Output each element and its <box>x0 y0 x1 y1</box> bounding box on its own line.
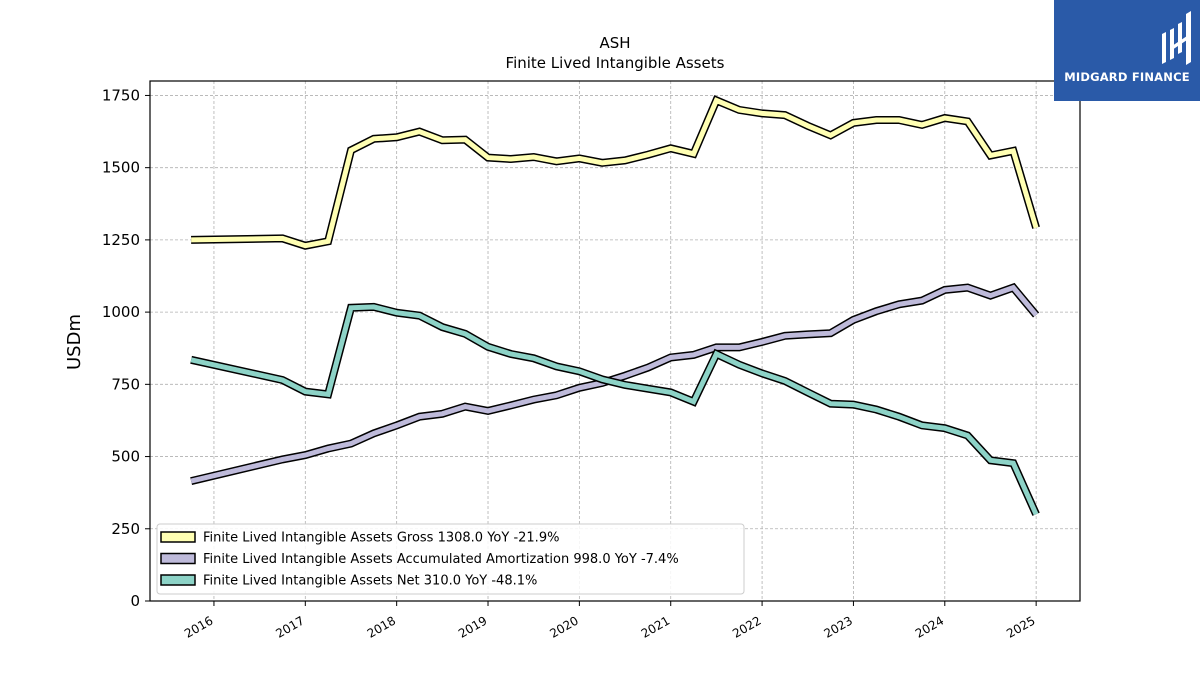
brand-name: MIDGARD FINANCE <box>1064 70 1190 84</box>
y-tick-label: 250 <box>111 520 140 538</box>
legend: Finite Lived Intangible Assets Gross 130… <box>156 523 745 595</box>
legend-label-2: Finite Lived Intangible Assets Accumulat… <box>203 552 679 567</box>
x-tick-label: 2020 <box>547 613 580 640</box>
x-axis: 2016 2017 2018 2019 2020 2021 2022 2023 2024 2025 <box>182 601 1038 641</box>
series-line-2 <box>190 284 1039 484</box>
x-tick-label: 2016 <box>182 613 215 640</box>
legend-swatch-1 <box>160 531 196 543</box>
midgard-m-logo-icon <box>1162 11 1191 65</box>
chart-subtitle: Finite Lived Intangible Assets <box>506 54 725 72</box>
series-line-outline-3 <box>190 302 1040 516</box>
legend-label-3: Finite Lived Intangible Assets Net 310.0… <box>203 574 537 589</box>
y-tick-label: 500 <box>111 448 140 466</box>
x-tick-label: 2019 <box>456 613 489 640</box>
y-tick-label: 1000 <box>102 303 140 321</box>
y-tick-label: 0 <box>130 592 140 610</box>
chart-title: ASH <box>599 34 630 52</box>
legend-box <box>156 523 745 595</box>
x-tick-label: 2021 <box>639 613 672 640</box>
legend-swatch-2 <box>160 552 196 565</box>
y-tick-label: 750 <box>111 375 140 393</box>
y-tick-label: 1750 <box>102 86 140 104</box>
plot-frame <box>149 80 1081 602</box>
x-tick-label: 2024 <box>913 613 946 640</box>
y-tick-label: 1500 <box>102 159 140 177</box>
y-axis: 0 250 500 750 1000 1250 1500 1750 <box>102 86 150 610</box>
y-axis-label: USDm <box>64 314 85 370</box>
x-tick-label: 2017 <box>273 613 306 640</box>
legend-label-1: Finite Lived Intangible Assets Gross 130… <box>203 531 559 546</box>
brand-logo: MIDGARD FINANCE <box>1054 0 1200 101</box>
series-line-1 <box>191 97 1039 249</box>
series-line-3 <box>190 304 1039 516</box>
series-group <box>190 95 1040 516</box>
x-tick-label: 2022 <box>730 613 763 640</box>
x-tick-label: 2018 <box>365 613 398 640</box>
x-tick-label: 2023 <box>821 613 854 640</box>
y-tick-label: 1250 <box>102 231 140 249</box>
x-tick-label: 2025 <box>1004 613 1037 640</box>
legend-swatch-3 <box>160 574 196 586</box>
